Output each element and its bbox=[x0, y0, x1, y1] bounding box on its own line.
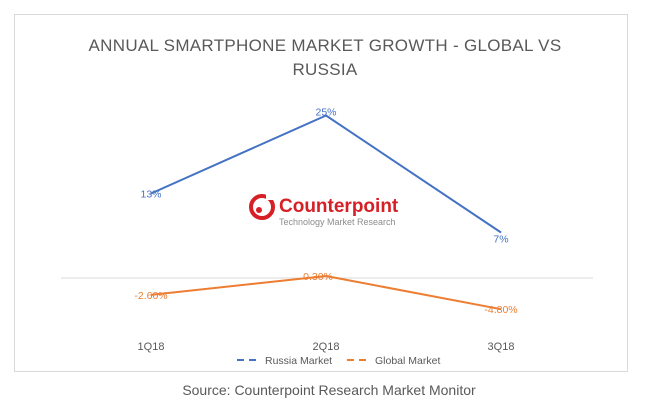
chart-frame: ANNUAL SMARTPHONE MARKET GROWTH - GLOBAL… bbox=[14, 14, 628, 372]
data-label-global-market-1q18: -2.60% bbox=[134, 290, 167, 302]
data-label-global-market-2q18: 0.30% bbox=[303, 271, 333, 283]
chart-title-line-1: ANNUAL SMARTPHONE MARKET GROWTH - GLOBAL… bbox=[89, 36, 562, 55]
data-label-russia-market-1q18: 13% bbox=[140, 189, 161, 201]
counterpoint-logo-icon bbox=[249, 194, 275, 220]
legend-label-russia-market: Russia Market bbox=[265, 355, 332, 367]
watermark-brand: Counterpoint bbox=[279, 196, 399, 217]
x-tick-label-1q18: 1Q18 bbox=[138, 341, 165, 353]
series-layer: 13% 25% 7% -2.60% 0.30% -4.80% bbox=[134, 107, 517, 317]
x-axis-tick-labels: 1Q18 2Q18 3Q18 bbox=[138, 341, 515, 353]
x-tick-label-2q18: 2Q18 bbox=[313, 341, 340, 353]
x-tick-label-3q18: 3Q18 bbox=[488, 341, 515, 353]
data-label-russia-market-2q18: 25% bbox=[315, 107, 336, 119]
legend: Russia Market Global Market bbox=[237, 355, 440, 367]
series-line-global-market bbox=[150, 275, 502, 311]
legend-label-global-market: Global Market bbox=[375, 355, 440, 367]
chart-svg: ANNUAL SMARTPHONE MARKET GROWTH - GLOBAL… bbox=[61, 36, 593, 367]
watermark-tagline: Technology Market Research bbox=[279, 217, 396, 227]
data-label-russia-market-3q18: 7% bbox=[493, 234, 508, 246]
source-caption: Source: Counterpoint Research Market Mon… bbox=[182, 382, 476, 398]
series-line-russia-market bbox=[150, 114, 502, 234]
counterpoint-watermark: Counterpoint Technology Market Research bbox=[249, 194, 399, 227]
chart-title-line-2: RUSSIA bbox=[292, 60, 357, 79]
data-label-global-market-3q18: -4.80% bbox=[484, 304, 517, 316]
